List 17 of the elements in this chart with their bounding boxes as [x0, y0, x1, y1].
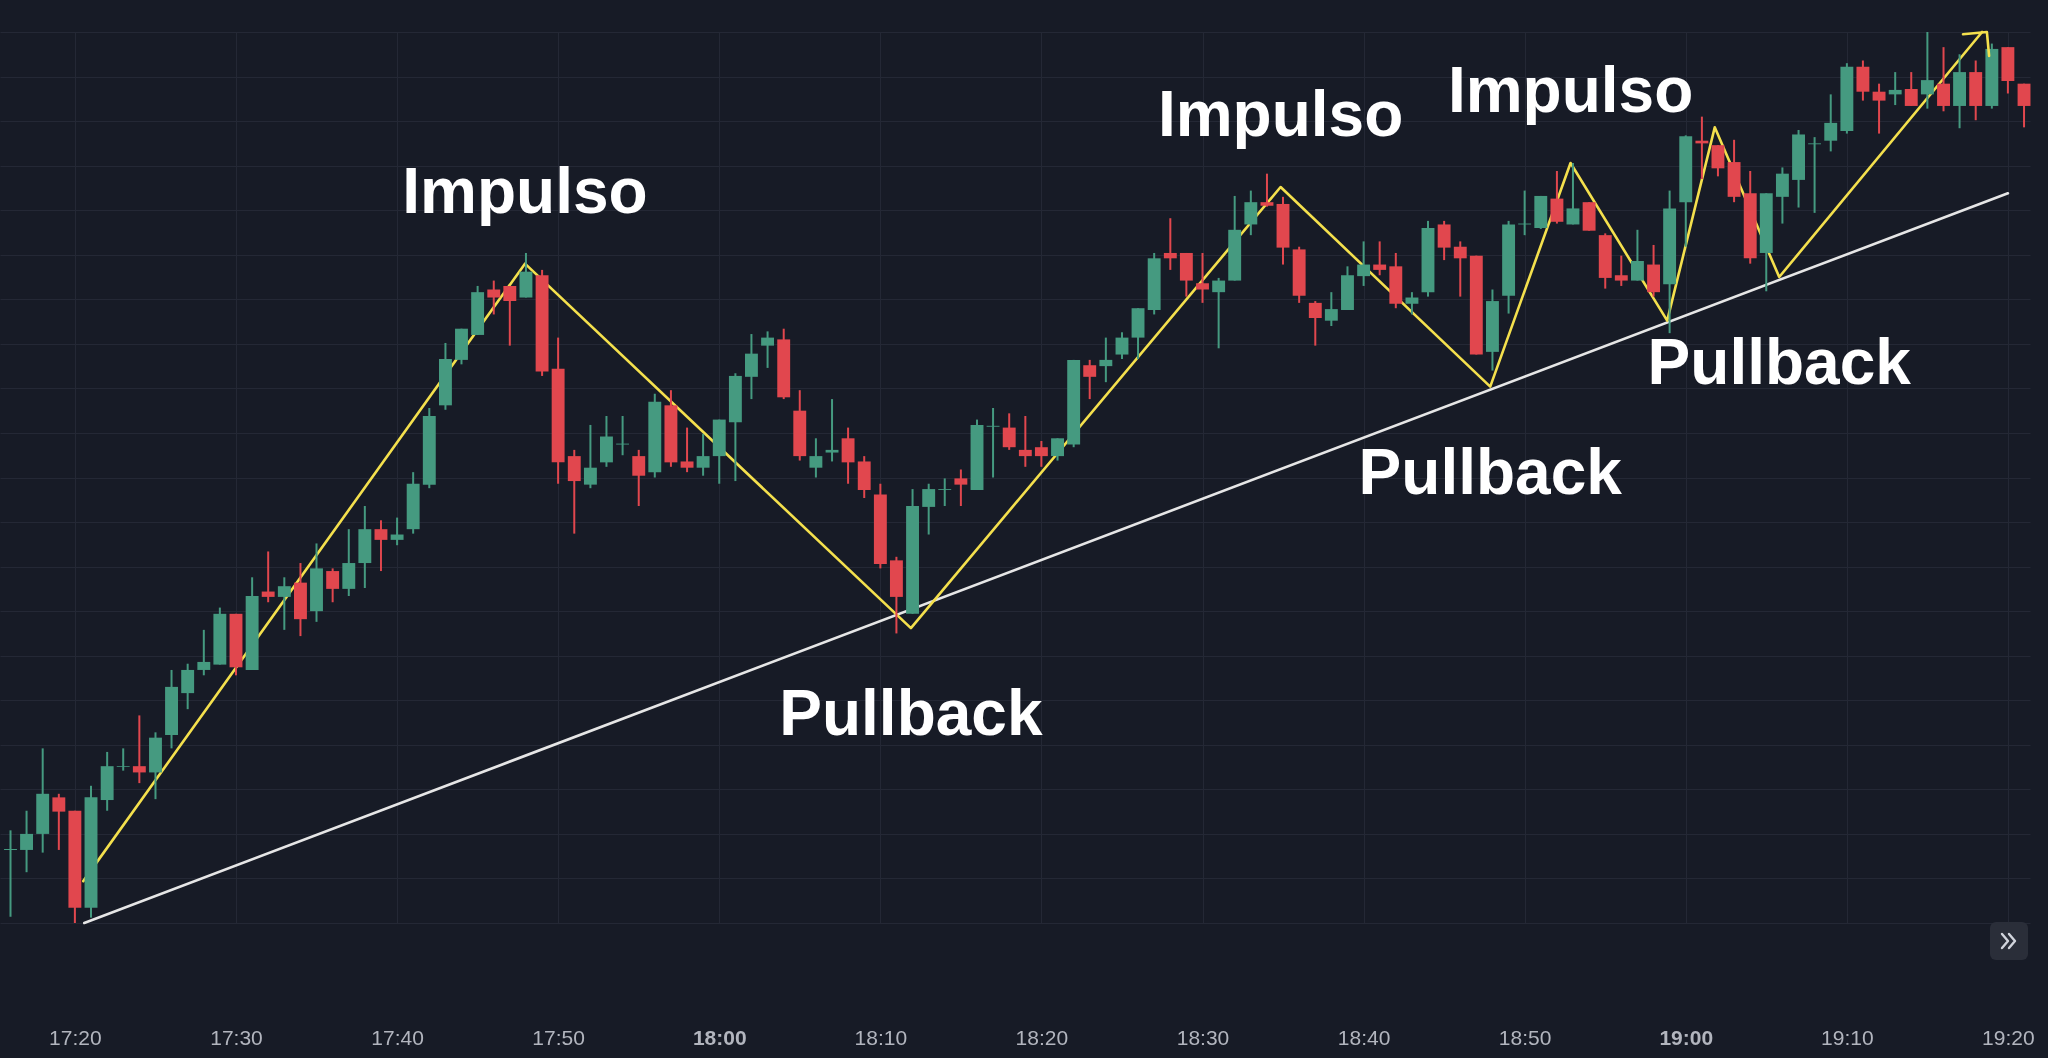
candlestick: [20, 809, 33, 874]
x-tick-label: 17:20: [49, 1025, 102, 1049]
candlestick: [2017, 82, 2031, 129]
x-tick-label: 18:50: [1498, 1025, 1552, 1049]
x-tick-label: 18:40: [1337, 1025, 1391, 1049]
candlestick: [4, 829, 17, 918]
x-tick-label: 18:30: [1176, 1025, 1230, 1049]
x-tick-label: 17:30: [210, 1025, 263, 1049]
x-tick-label: 17:50: [532, 1025, 585, 1049]
x-tick-label: 18:20: [1015, 1025, 1069, 1049]
x-tick-label: 19:20: [1982, 1025, 2035, 1049]
x-tick-label: 18:00: [692, 1025, 747, 1049]
x-tick-label: 19:00: [1659, 1025, 1714, 1049]
x-tick-label: 17:40: [371, 1025, 424, 1049]
x-tick-label: 19:10: [1821, 1025, 1874, 1049]
candlestick: [52, 792, 66, 851]
x-tick-label: 18:10: [854, 1025, 908, 1049]
